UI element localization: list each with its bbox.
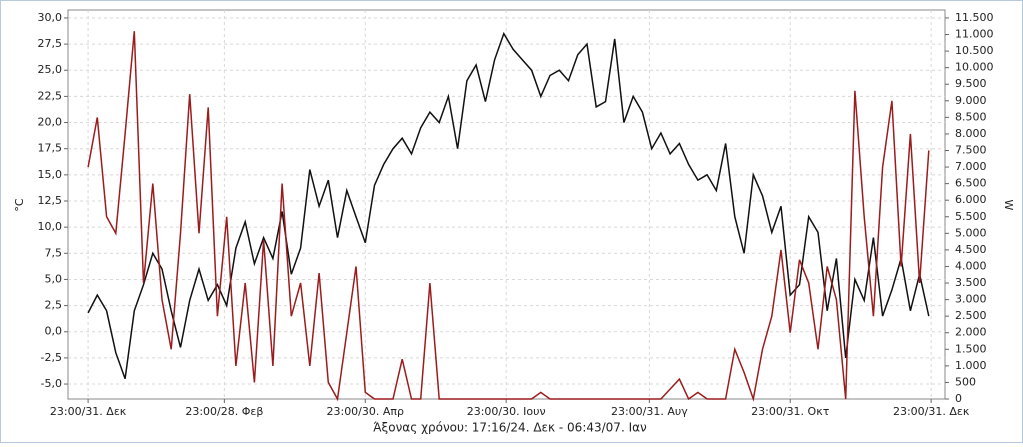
series-line [87,31,930,402]
y-tick-label: 30,0 [38,11,63,24]
y-tick-label: 10,0 [38,220,63,233]
y2-tick-label: 10.000 [955,61,994,74]
y2-tick-label: 5.000 [955,226,987,239]
y-tick-label: 20,0 [38,116,63,129]
y2-tick-label: 6.000 [955,193,987,206]
x-axis-label: Άξονας χρόνου: 17:16/24. Δεκ - 06:43/07.… [373,421,647,435]
y2-tick-label: 4.500 [955,243,987,256]
y-tick-label: 5,0 [45,272,63,285]
y-tick-label: 15,0 [38,168,63,181]
x-tick-label: 23:00/31. Αυγ [611,405,688,418]
y-axis-label: °C [13,198,26,212]
y2-tick-label: 11.000 [955,28,994,41]
y2-tick-label: 6.500 [955,177,987,190]
series-line [87,31,930,380]
y2-tick-label: 9.500 [955,77,987,90]
y2-tick-label: 3.000 [955,293,987,306]
y-tick-label: 27,5 [38,37,63,50]
x-tick-label: 23:00/31. Οκτ [751,405,830,418]
y-tick-label: 17,5 [38,142,63,155]
y-tick-label: -2,5 [41,351,62,364]
x-tick-label: 23:00/30. Απρ [326,405,404,418]
x-tick-label: 23:00/30. Ιουν [467,405,546,418]
x-tick-label: 23:00/31. Δεκ [893,405,970,418]
y-tick-label: 7,5 [45,246,63,259]
y2-tick-label: 1.000 [955,359,987,372]
y2-tick-label: 4.000 [955,259,987,272]
y2-tick-label: 2.500 [955,309,987,322]
y-tick-label: 25,0 [38,63,63,76]
y-tick-label: -5,0 [41,377,62,390]
y2-tick-label: 3.500 [955,276,987,289]
y2-tick-label: 1.500 [955,342,987,355]
y2-tick-label: 8.500 [955,110,987,123]
y2-tick-label: 7.500 [955,143,987,156]
x-tick-label: 23:00/28. Φεβ [185,405,263,418]
y2-tick-label: 11.500 [955,11,994,24]
y2-tick-label: 8.000 [955,127,987,140]
y2-tick-label: 2.000 [955,326,987,339]
y2-axis-label: W [1002,200,1015,211]
y-tick-label: 12,5 [38,194,63,207]
y-tick-label: 0,0 [45,325,63,338]
x-tick-label: 23:00/31. Δεκ [50,405,127,418]
y2-tick-label: 500 [955,375,976,388]
y2-tick-label: 9.000 [955,94,987,107]
y-tick-label: 2,5 [45,299,63,312]
y2-tick-label: 7.000 [955,160,987,173]
y2-tick-label: 5.500 [955,210,987,223]
y-tick-label: 22,5 [38,89,63,102]
y2-tick-label: 0 [955,392,962,405]
y2-tick-label: 10.500 [955,44,994,57]
